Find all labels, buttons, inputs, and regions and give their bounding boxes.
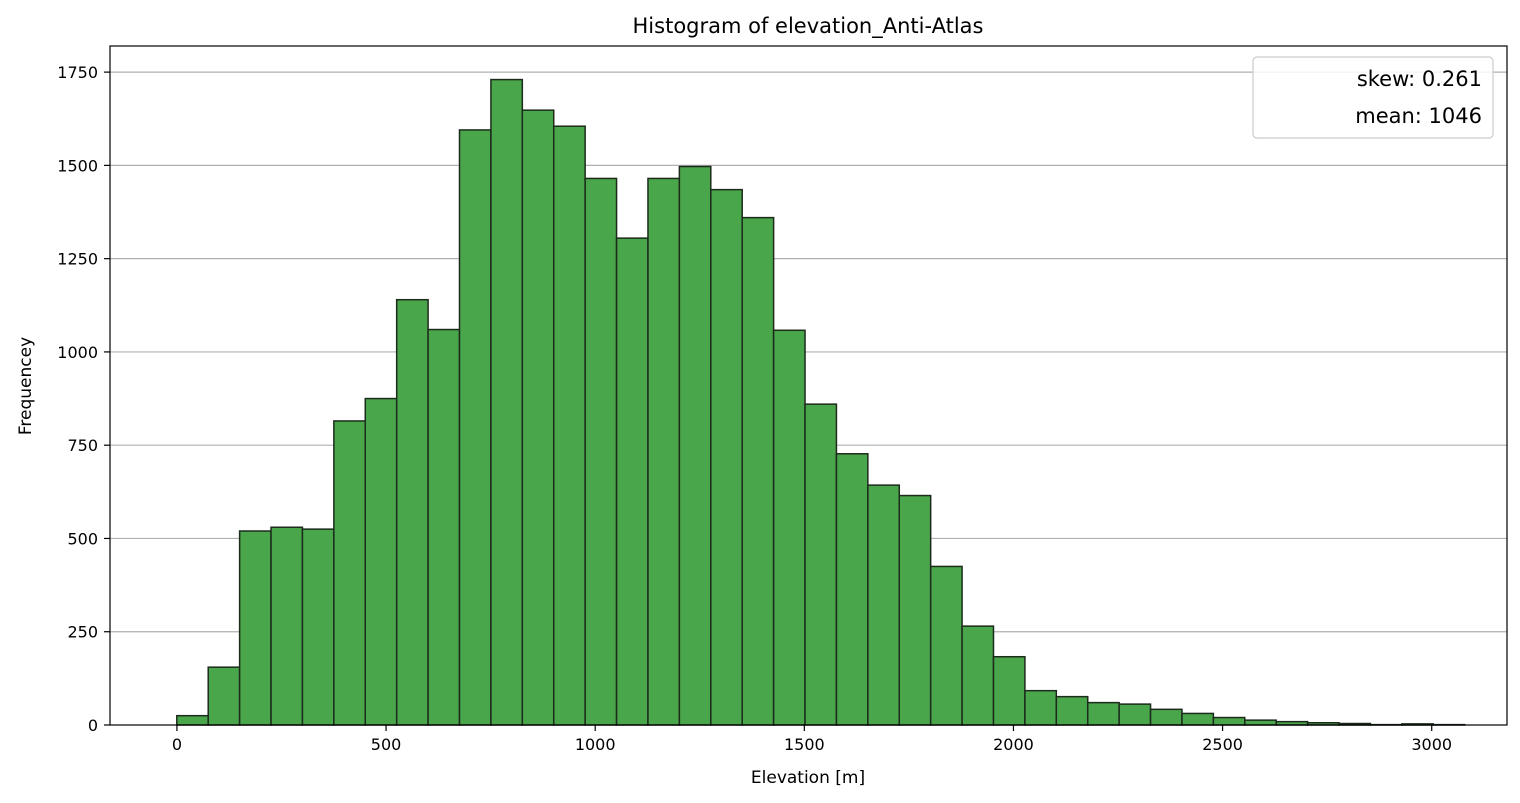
histogram-bar xyxy=(647,177,681,726)
histogram-bar xyxy=(710,188,743,726)
histogram-bar xyxy=(961,625,995,726)
histogram-bar xyxy=(395,298,429,726)
histogram-bar xyxy=(678,165,712,726)
y-tick-label: 500 xyxy=(67,529,98,548)
histogram-bar xyxy=(301,528,335,726)
legend-entry-mean: mean: 1046 xyxy=(1355,104,1482,128)
x-tick-label: 0 xyxy=(172,735,182,754)
histogram-bar xyxy=(1118,703,1152,726)
histogram-bar xyxy=(584,177,618,726)
x-axis-ticks: 0 500 1000 1500 2000 2500 3000 xyxy=(172,725,1452,754)
y-tick-label: 1000 xyxy=(57,343,98,362)
legend-entry-skew: skew: 0.261 xyxy=(1357,67,1482,91)
histogram-bar xyxy=(1149,708,1183,726)
histogram-bar xyxy=(1055,695,1089,726)
histogram-bar xyxy=(1086,701,1120,726)
histogram-bar xyxy=(772,329,806,726)
histogram-bar xyxy=(207,666,241,726)
histogram-bar xyxy=(238,530,272,726)
histogram-bar xyxy=(458,129,492,726)
x-tick-label: 2000 xyxy=(993,735,1034,754)
histogram-bar xyxy=(741,216,775,726)
y-axis-ticks: 0 250 500 750 1000 1250 1500 1750 xyxy=(57,63,110,735)
x-axis-label: Elevation [m] xyxy=(751,768,865,788)
histogram-bar xyxy=(804,403,838,726)
x-tick-label: 2500 xyxy=(1202,735,1243,754)
histogram-bars xyxy=(176,78,1466,726)
histogram-bar xyxy=(1181,712,1215,726)
histogram-bar xyxy=(615,237,649,726)
y-tick-label: 750 xyxy=(67,436,98,455)
histogram-bar xyxy=(521,109,555,726)
histogram-bar xyxy=(552,125,586,726)
y-tick-label: 0 xyxy=(88,716,98,735)
histogram-bar xyxy=(427,328,461,726)
histogram-bar xyxy=(490,78,524,726)
y-tick-label: 1250 xyxy=(57,250,98,269)
histogram-bar xyxy=(364,397,398,726)
histogram-bar xyxy=(835,453,869,726)
histogram-bar xyxy=(992,655,1026,726)
histogram-bar xyxy=(1244,719,1277,726)
histogram-bar xyxy=(270,526,304,726)
y-tick-label: 1500 xyxy=(57,156,98,175)
x-tick-label: 3000 xyxy=(1411,735,1452,754)
histogram-bar xyxy=(929,565,963,726)
chart-title: Histogram of elevation_Anti-Atlas xyxy=(633,14,984,39)
x-tick-label: 1500 xyxy=(784,735,825,754)
plot-frame xyxy=(109,45,1508,726)
histogram-bar xyxy=(867,484,901,726)
y-axis-label: Frequencey xyxy=(16,337,36,435)
x-tick-label: 500 xyxy=(371,735,402,754)
legend-box xyxy=(1252,56,1494,139)
histogram-bar xyxy=(1024,689,1058,726)
y-tick-label: 250 xyxy=(67,623,98,642)
legend: skew: 0.261 mean: 1046 xyxy=(1252,56,1494,139)
histogram-bar xyxy=(1212,716,1246,726)
histogram-bar xyxy=(898,494,932,726)
x-tick-label: 1000 xyxy=(575,735,616,754)
histogram-bar xyxy=(176,714,209,726)
y-tick-label: 1750 xyxy=(57,63,98,82)
histogram-bar xyxy=(333,420,367,726)
